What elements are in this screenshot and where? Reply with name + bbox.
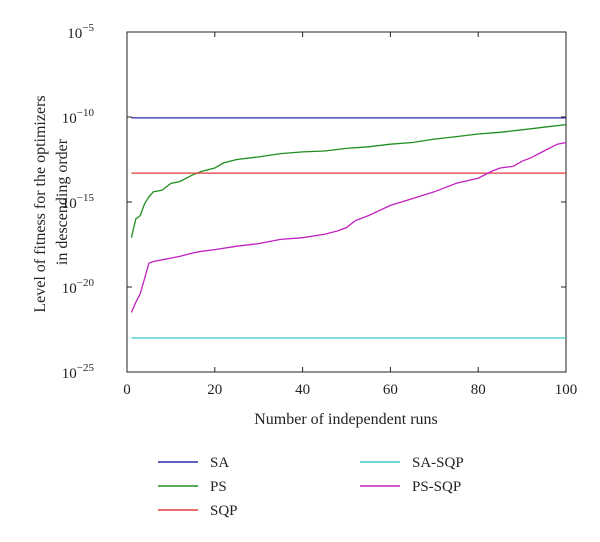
- x-axis-ticks: 0 20 40 60 80 100: [123, 32, 577, 398]
- series-layer: [130, 117, 567, 339]
- legend-label-sqp: SQP: [210, 503, 238, 519]
- x-tick-label: 60: [383, 382, 398, 398]
- y-axis-label: Level of fitness for the optimizers in d…: [32, 91, 71, 312]
- x-tick-label: 0: [123, 382, 131, 398]
- x-tick-label: 20: [207, 382, 222, 398]
- x-tick-label: 100: [555, 382, 578, 398]
- series-line-ps-sqp: [130, 141, 567, 313]
- x-tick-label: 40: [295, 382, 310, 398]
- legend: SA PS SQP SA-SQP PS-SQP: [158, 455, 464, 519]
- legend-label-ps: PS: [210, 479, 227, 495]
- legend-label-sa: SA: [210, 455, 229, 471]
- x-tick-label: 80: [471, 382, 486, 398]
- series-line-ps: [130, 123, 567, 238]
- y-tick-label: 10−25: [62, 362, 95, 382]
- y-tick-label: 10−5: [67, 22, 94, 42]
- legend-label-sa-sqp: SA-SQP: [412, 455, 464, 471]
- x-axis-label: Number of independent runs: [254, 411, 438, 428]
- y-axis-label-line-1: Level of fitness for the optimizers: [32, 95, 49, 312]
- y-axis-ticks: 10−5 10−10 10−15 10−20 10−25: [62, 22, 566, 382]
- y-tick-label: 10−20: [62, 277, 95, 297]
- plot-frame: [126, 31, 567, 373]
- legend-label-ps-sqp: PS-SQP: [412, 479, 461, 495]
- y-tick-label: 10−15: [62, 192, 95, 212]
- y-tick-label: 10−10: [62, 107, 95, 127]
- y-axis-label-line-2: in descending order: [54, 138, 71, 265]
